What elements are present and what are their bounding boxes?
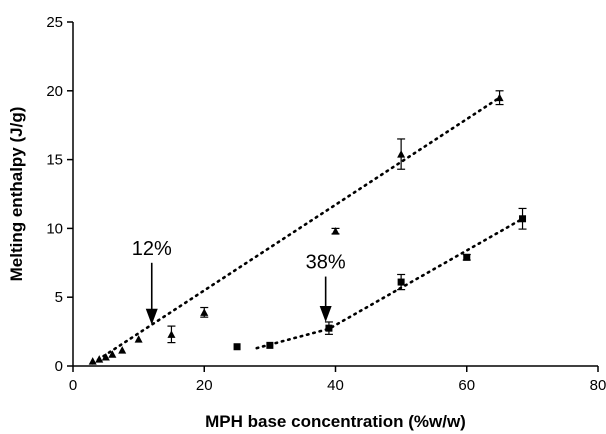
- triangle-marker: [88, 357, 97, 365]
- x-tick-label: 60: [458, 377, 475, 394]
- trendline-series-1: [91, 96, 501, 365]
- data-markers: [88, 93, 527, 365]
- triangle-marker: [101, 353, 110, 361]
- x-tick-label: 40: [327, 377, 344, 394]
- triangle-marker: [200, 308, 209, 316]
- triangle-marker: [118, 346, 127, 354]
- square-marker: [266, 341, 274, 349]
- trendline-series-2: [255, 217, 524, 350]
- y-tick-label: 0: [55, 358, 63, 375]
- axes: 0 5 10 15 20 25 0 20 40 60 80: [46, 14, 606, 394]
- trendlines: [91, 96, 524, 365]
- annotation-arrow-head: [319, 305, 332, 322]
- y-tick-label: 20: [46, 83, 63, 100]
- triangle-marker: [95, 355, 104, 363]
- annotation-label: 38%: [306, 252, 346, 274]
- x-tick-label: 80: [590, 377, 606, 394]
- x-axis-title: MPH base concentration (%w/w): [205, 412, 466, 431]
- y-tick-label: 25: [46, 14, 63, 31]
- square-marker: [233, 343, 241, 351]
- x-tick-label: 20: [196, 377, 213, 394]
- triangle-marker: [134, 335, 143, 343]
- annotation-label: 12%: [132, 238, 172, 260]
- y-axis-title: Melting enthalpy (J/g): [7, 107, 26, 282]
- y-tick-label: 5: [55, 289, 63, 306]
- annotation-arrow-head: [145, 308, 158, 325]
- triangle-marker: [397, 150, 406, 158]
- square-marker: [397, 278, 405, 286]
- x-tick-label: 0: [69, 377, 77, 394]
- triangle-marker: [167, 330, 176, 338]
- y-tick-label: 10: [46, 220, 63, 237]
- triangle-marker: [108, 350, 117, 358]
- triangle-marker: [331, 227, 340, 235]
- square-marker: [463, 253, 471, 261]
- square-marker: [519, 215, 527, 223]
- y-tick-label: 15: [46, 152, 63, 169]
- error-bars: [167, 90, 527, 344]
- triangle-marker: [495, 93, 504, 102]
- annotations: 12% 38%: [132, 238, 346, 325]
- square-marker: [325, 324, 333, 332]
